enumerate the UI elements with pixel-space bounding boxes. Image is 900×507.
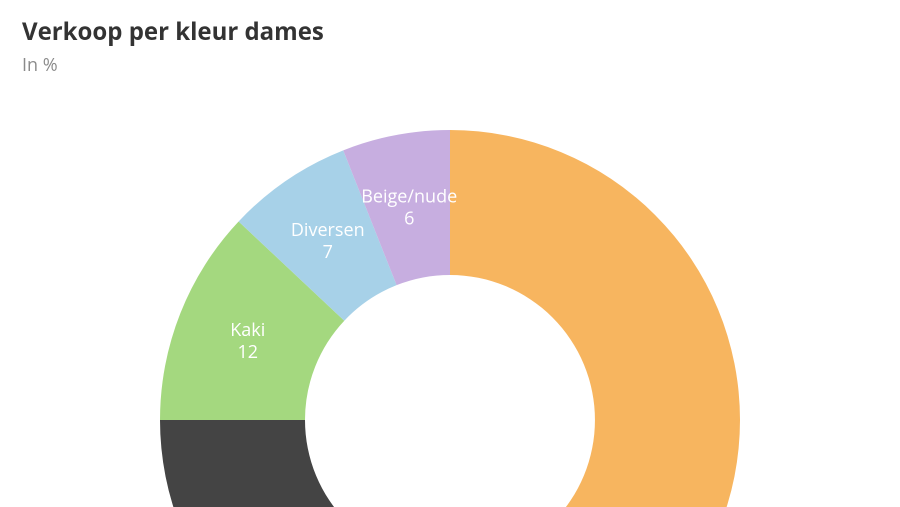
slice-value: 12 — [237, 340, 258, 364]
page-title: Verkoop per kleur dames — [22, 18, 878, 47]
slice-label: Kaki — [230, 318, 265, 342]
page-subtitle: In % — [22, 53, 878, 77]
slice-value: 6 — [404, 206, 414, 230]
donut-slice — [450, 130, 740, 507]
donut-chart: Cognac/bruinKaki12Diversen7Beige/nude6 — [0, 120, 900, 507]
slice-label: Diversen — [291, 218, 365, 242]
donut-slice — [160, 420, 450, 507]
slice-label: Beige/nude — [361, 184, 457, 208]
slice-value: 7 — [323, 240, 333, 264]
